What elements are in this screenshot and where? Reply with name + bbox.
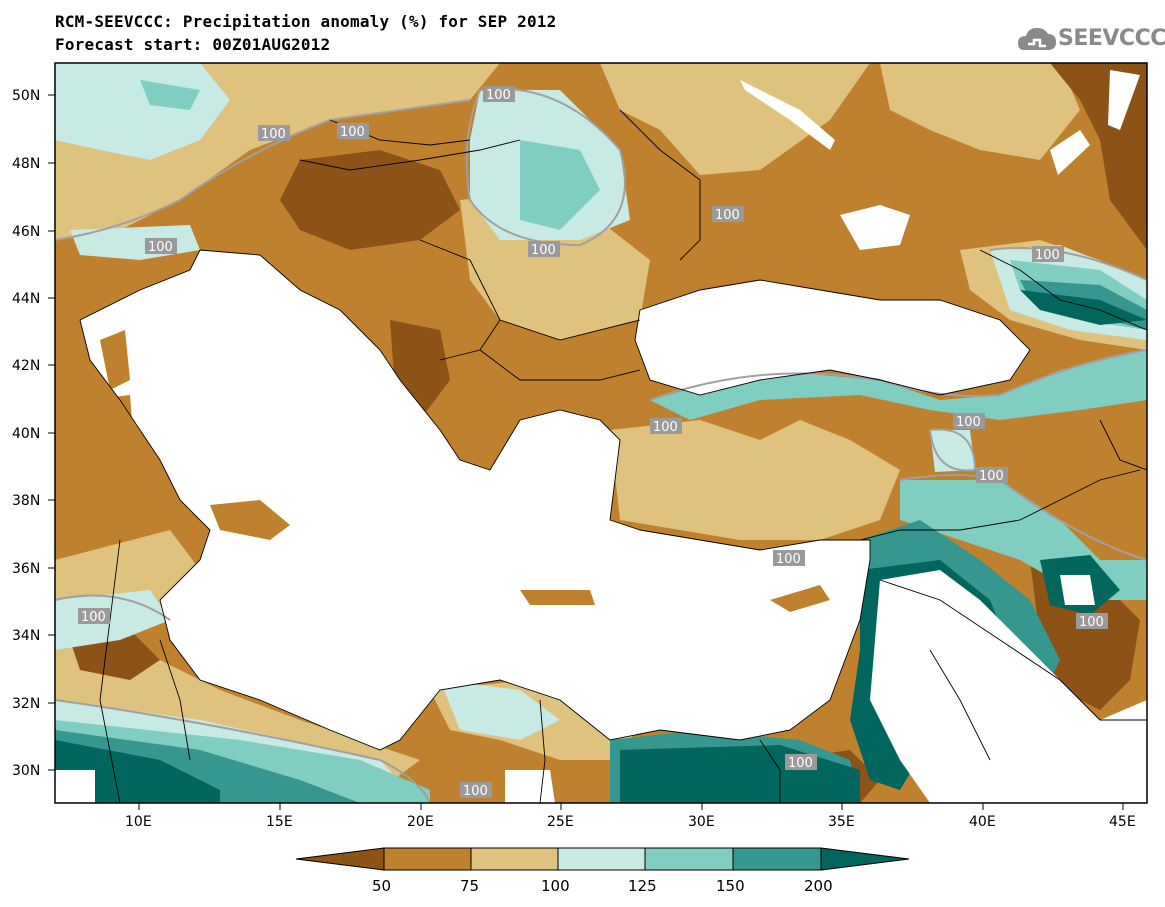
seevccc-logo-text: SEEVCCC [1058,26,1165,51]
region-100-125-cyrenaica [440,680,560,740]
arabian-desert-missing [870,570,1147,803]
region-125-150-germany [140,80,200,110]
lon-label: 35E [828,814,855,830]
cyprus [770,585,830,612]
lat-label: 40N [12,426,40,442]
colorbar-label: 125 [628,877,657,895]
region-75-100-russia [880,63,1080,160]
contour-label: 100 [81,610,106,625]
contour-label: 100 [715,208,740,223]
sardinia [88,395,135,470]
lat-label: 44N [12,291,40,307]
black-sea [635,280,1030,395]
lon-label: 45E [1109,814,1136,830]
colorbar-50-75 [383,847,472,871]
colorbar-label: 50 [372,877,391,895]
colorbar-gt200 [820,847,910,871]
region-75-100-anatolia [610,420,900,540]
lon-label: 10E [125,814,152,830]
lon-label: 40E [969,814,996,830]
contour-label: 100 [261,127,286,142]
region-100-125-west-alps [55,63,230,160]
egypt-missing-patch [505,770,555,803]
contour-label: 100 [340,125,365,140]
iraq-missing-patch [1060,575,1095,605]
contour-label: 100 [1035,248,1060,263]
lat-label: 30N [12,763,40,779]
lat-label: 42N [12,358,40,374]
region-gt200-libya-west [55,740,220,803]
contour-lines-100 [55,87,1147,803]
lon-label: 20E [407,814,434,830]
forecast-start-subtitle: Forecast start: 00Z01AUG2012 [55,35,331,54]
lon-label: 30E [688,814,715,830]
region-75-100-ukraine [600,63,870,175]
colorbar-150-200 [732,847,822,871]
colorbar: 50 75 100 125 150 200 [295,847,910,895]
contour-label: 100 [653,420,678,435]
corsica [100,330,130,390]
sea-of-azov [840,205,910,250]
ukraine-missing-streak [740,80,835,150]
colorbar-label: 200 [804,877,833,895]
latitude-axis: 50N 48N 46N 44N 42N 40N 38N 36N 34N 32N … [12,88,55,779]
lat-label: 50N [12,88,40,104]
lat-label: 48N [12,156,40,172]
lat-label: 36N [12,561,40,577]
colorbar-100-125 [557,847,646,871]
map-field: 100 100 100 100 100 100 100 100 100 100 … [55,63,1147,803]
contour-label: 100 [776,552,801,567]
contour-label: 100 [531,243,556,258]
region-100-125-anatolia-east [930,430,975,472]
colorbar-lt50 [295,847,385,871]
colorbar-125-150 [644,847,734,871]
lat-label: 34N [12,628,40,644]
region-125-150-pontic-coast [650,350,1147,420]
crete [520,590,595,605]
map-title: RCM-SEEVCCC: Precipitation anomaly (%) f… [55,12,557,31]
contour-label: 100 [788,756,813,771]
colorbar-75-100 [470,847,559,871]
lat-label: 46N [12,224,40,240]
colorbar-label: 100 [541,877,570,895]
longitude-axis: 10E 15E 20E 25E 30E 35E 40E 45E [125,803,1136,830]
colorbar-label: 75 [460,877,479,895]
russia-missing-streak [1050,130,1090,175]
colorbar-label: 150 [716,877,745,895]
region-lt50-hungary [280,150,460,250]
mediterranean-sea [80,250,870,750]
contour-label: 100 [956,415,981,430]
contour-labels: 100 100 100 100 100 100 100 100 100 100 … [78,86,1108,799]
lat-label: 32N [12,696,40,712]
contour-label: 100 [463,784,488,799]
contour-label: 100 [486,88,511,103]
country-borders [79,109,1147,803]
contour-label: 100 [148,240,173,255]
cloud-logo-icon [1018,28,1056,50]
lon-label: 15E [266,814,293,830]
lat-label: 38N [12,493,40,509]
lon-label: 25E [547,814,574,830]
volga-missing-streak [1108,70,1140,130]
sicily [210,500,290,540]
algeria-missing-patch [55,770,95,803]
contour-label: 100 [1079,615,1104,630]
region-125-150-romania [520,140,600,230]
contour-label: 100 [979,469,1004,484]
